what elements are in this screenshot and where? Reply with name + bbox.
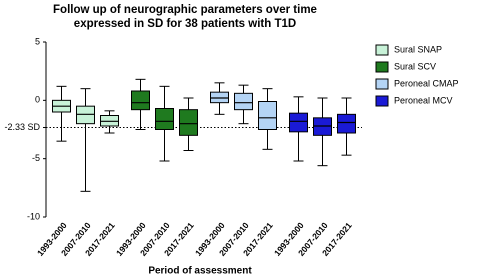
x-axis-label: Period of assessment <box>148 266 252 277</box>
legend-label: Sural SCV <box>394 61 436 71</box>
legend-label: Peroneal MCV <box>394 95 453 105</box>
chart-title: Follow up of neurographic parameters ove… <box>53 4 317 16</box>
y-tick-label: -10 <box>27 211 40 221</box>
y-tick-label: 5 <box>35 36 40 46</box>
box <box>131 90 150 111</box>
legend-label: Peroneal CMAP <box>394 78 459 88</box>
y-tick-label: -2.33 SD <box>4 122 40 132</box>
box <box>258 101 277 130</box>
legend-swatch <box>375 78 389 90</box>
box <box>234 92 253 111</box>
y-tick-label: 0 <box>35 95 40 105</box>
box <box>289 112 308 133</box>
legend-swatch <box>375 95 389 107</box>
chart-title: expressed in SD for 38 patients with T1D <box>74 18 296 30</box>
box <box>179 109 198 136</box>
legend-swatch <box>375 44 389 56</box>
y-tick-label: -5 <box>32 153 40 163</box>
box <box>337 113 356 134</box>
box <box>155 108 174 130</box>
legend-swatch <box>375 61 389 73</box>
legend-label: Sural SNAP <box>394 44 442 54</box>
